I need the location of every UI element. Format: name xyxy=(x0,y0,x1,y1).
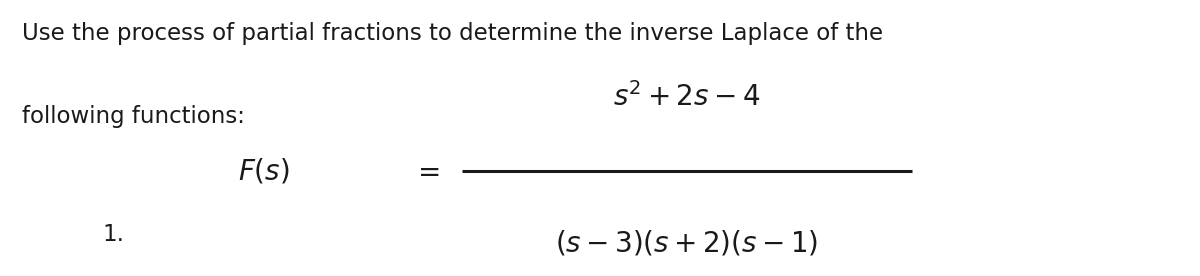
Text: $=$: $=$ xyxy=(412,158,440,185)
Text: $s^2 + 2s - 4$: $s^2 + 2s - 4$ xyxy=(613,82,761,112)
Text: Use the process of partial fractions to determine the inverse Laplace of the: Use the process of partial fractions to … xyxy=(22,22,883,45)
Text: following functions:: following functions: xyxy=(22,105,245,128)
Text: $(s - 3)(s + 2)(s - 1)$: $(s - 3)(s + 2)(s - 1)$ xyxy=(556,228,818,258)
Text: 1.: 1. xyxy=(102,223,124,246)
Text: $F(s)$: $F(s)$ xyxy=(238,156,290,186)
